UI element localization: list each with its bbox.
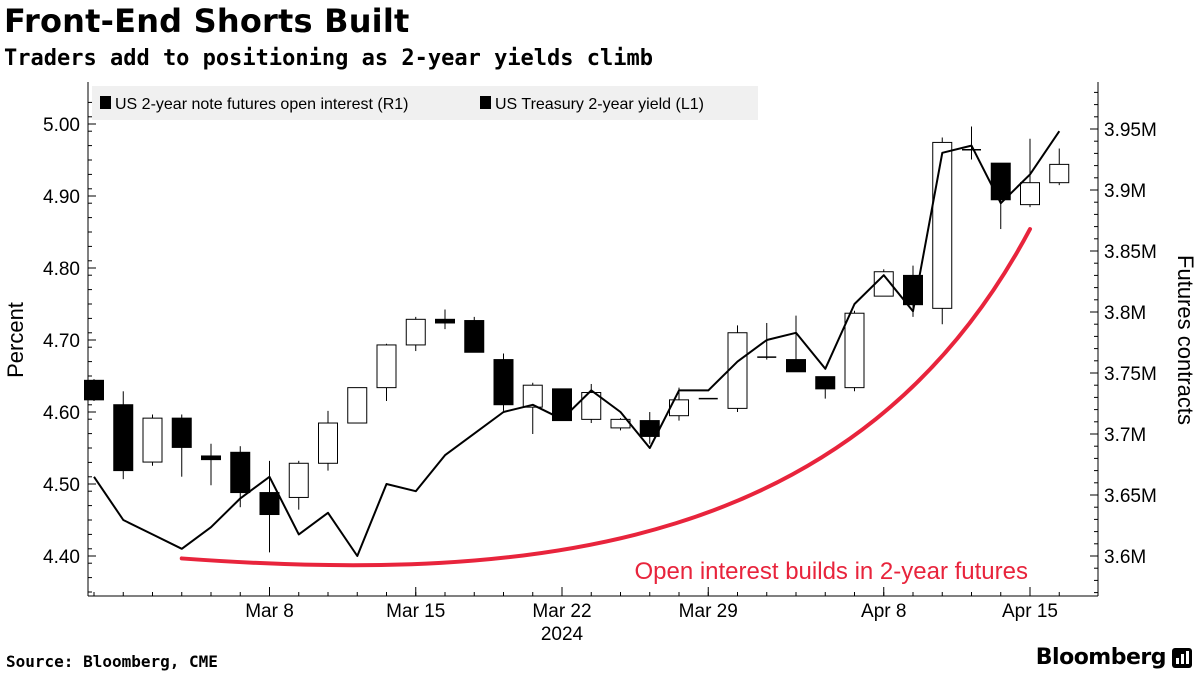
annotation-arc [179,227,1032,568]
oi-candle-body [171,417,192,448]
left-y-axis-label: Percent [3,302,28,378]
oi-candle [347,387,368,424]
oi-candle [639,412,660,444]
oi-candle-body [230,451,251,494]
right-y-tick-label: 3.8M [1104,303,1146,324]
oi-candle [844,310,865,392]
oi-candle [669,387,689,421]
oi-candle-body [932,141,953,309]
oi-candle-body [1020,182,1040,206]
oi-candle [1049,148,1070,186]
oi-candle-body [142,417,163,463]
oi-candle [171,414,192,477]
left-y-tick-label: 4.70 [43,331,80,352]
oi-candle [962,126,981,160]
oi-candle-body [581,392,602,420]
left-y-tick-label: 4.90 [43,187,80,208]
right-y-axis: 3.6M 3.65M 3.7M 3.75M 3.8M 3.85M 3.9M 3.95M Futu… [1090,91,1198,594]
oi-candle-body [405,318,426,346]
x-tick-label: Mar 15 [386,601,445,622]
x-tick-label: Mar 8 [245,601,294,622]
right-y-tick-label: 3.6M [1104,547,1146,568]
oi-candle-body [522,384,543,408]
annotation-text: Open interest builds in 2-year futures [634,558,1028,585]
oi-candle [552,388,572,422]
x-tick-label: Mar 29 [679,601,738,622]
right-y-tick-label: 3.75M [1104,364,1157,385]
legend-background [92,86,758,120]
chart-subtitle: Traders add to positioning as 2-year yie… [4,46,654,71]
open-interest-candles [84,126,1070,553]
x-tick-label: Apr 15 [1002,601,1058,622]
bloomberg-terminal-icon [1172,648,1192,668]
oi-candle [932,137,953,325]
oi-candle-body [201,455,221,461]
oi-candle-body [493,359,514,406]
oi-candle-body [727,332,748,409]
oi-candle [522,382,543,434]
legend-label: US 2-year note futures open interest (R1… [115,96,408,113]
oi-candle [84,379,104,402]
right-y-tick-label: 3.85M [1104,242,1157,263]
oi-candle [259,460,280,553]
right-y-tick-label: 3.7M [1104,425,1146,446]
oi-candle-body [347,387,368,424]
brand-wordmark: Bloomberg [1035,645,1167,670]
x-tick-label: Mar 22 [532,601,591,622]
oi-candle-body [288,462,309,498]
right-y-tick-label: 3.65M [1104,486,1157,507]
right-y-tick-label: 3.9M [1104,181,1146,202]
oi-candle [142,414,163,466]
oi-candle-body [815,376,836,390]
yield-line [93,130,1061,557]
legend: US 2-year note futures open interest (R1… [92,86,758,120]
oi-candle [464,316,485,353]
oi-candle [288,460,309,510]
oi-candle-body [376,344,397,389]
oi-candle-body [435,318,455,324]
oi-candle [230,446,251,508]
left-y-tick-label: 4.80 [43,259,80,280]
oi-candle-body [844,312,865,389]
source-note: Source: Bloomberg, CME [6,652,218,671]
oi-candle [376,343,397,402]
left-y-tick-label: 4.60 [43,403,80,424]
x-axis: Mar 8 Mar 15 Mar 22 Mar 29 Apr 8 Apr 15 2024 [93,587,1060,645]
right-y-axis-label: Futures contracts [1173,255,1198,425]
legend-swatch [480,96,491,109]
oi-candle [990,162,1011,230]
chart-title: Front-End Shorts Built [4,2,410,40]
left-y-tick-label: 5.00 [43,115,80,136]
x-year-label: 2024 [541,624,584,645]
oi-candle-body [259,492,280,516]
legend-label: US Treasury 2-year yield (L1) [495,96,704,113]
oi-candle [201,443,221,486]
oi-candle [113,391,134,480]
oi-candle [318,410,338,471]
oi-candle [815,376,836,399]
left-y-tick-label: 4.40 [43,547,80,568]
left-y-tick-label: 4.50 [43,475,80,496]
x-tick-label: Apr 8 [861,601,906,622]
oi-candle-body [786,359,806,373]
oi-candle-body [318,422,338,464]
oi-candle [757,322,777,360]
oi-candle-body [84,379,104,401]
oi-candle-body [1049,163,1070,184]
oi-candle-body [990,162,1011,201]
right-y-tick-label: 3.95M [1104,120,1157,141]
oi-candle-body [464,320,485,353]
left-y-axis: 4.40 4.50 4.60 4.70 4.80 4.90 5.00 Percent [3,101,96,593]
oi-candle [405,316,426,352]
oi-candle [435,309,455,330]
oi-candle [493,353,514,411]
oi-candle [786,315,806,373]
legend-swatch [100,96,111,109]
oi-candle-body [113,404,134,472]
oi-candle-body [552,388,572,422]
